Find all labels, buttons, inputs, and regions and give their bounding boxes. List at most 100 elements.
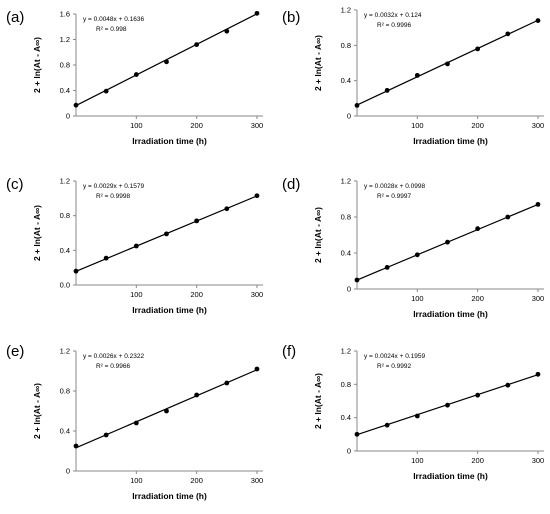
- x-axis-title: Irradiation time (h): [132, 491, 207, 501]
- r-squared: R² = 0.9992: [377, 363, 412, 370]
- chart-panel-a: (a) 0 0.4 0.8 1.2 1.6 100 200 300 Irradiation tim…: [6, 9, 263, 146]
- data-point: [133, 72, 139, 77]
- data-point: [164, 408, 169, 414]
- y-tick-label: 1.2: [341, 177, 351, 186]
- panel-label: (b): [282, 9, 300, 26]
- x-tick-label: 100: [130, 476, 143, 485]
- x-tick-label: 100: [411, 456, 424, 465]
- data-point: [445, 61, 450, 67]
- data-point: [224, 380, 230, 386]
- y-tick-label: 0.4: [60, 246, 70, 255]
- x-tick-label: 100: [411, 294, 424, 303]
- data-point: [505, 382, 511, 388]
- x-axis-title: Irradiation time (h): [413, 309, 488, 319]
- data-point: [354, 277, 360, 283]
- y-tick-label: 1.2: [341, 6, 351, 15]
- data-point: [475, 46, 481, 52]
- data-point: [73, 443, 79, 449]
- y-tick-label: 1.2: [60, 177, 70, 186]
- data-point: [103, 88, 109, 94]
- data-point: [133, 420, 139, 426]
- y-tick-label: 0.4: [60, 427, 70, 436]
- data-point: [414, 413, 420, 419]
- r-squared: R² = 0.998: [96, 26, 127, 33]
- y-tick-label: 0: [347, 112, 351, 121]
- data-point: [224, 206, 230, 212]
- panel-label: (e): [6, 343, 24, 360]
- chart-panel-b: (b) 0 0.4 0.8 1.2 100 200 300 Irradiation time (…: [282, 6, 544, 147]
- data-point: [505, 31, 511, 37]
- r-squared: R² = 0.9966: [96, 363, 131, 370]
- x-tick-label: 200: [190, 476, 203, 485]
- x-tick-label: 100: [130, 290, 143, 299]
- y-tick-label: 0.8: [341, 380, 351, 389]
- data-point: [505, 214, 511, 220]
- y-axis-title: 2 + ln(At - A∞): [313, 207, 323, 263]
- y-axis-title: 2 + ln(At - A∞): [32, 383, 42, 439]
- y-tick-label: 0: [66, 112, 70, 121]
- x-tick-label: 300: [251, 476, 264, 485]
- x-axis-title: Irradiation time (h): [132, 305, 207, 315]
- data-point: [254, 366, 260, 372]
- data-point: [73, 268, 79, 274]
- y-axis-title: 2 + ln(At - A∞): [313, 35, 323, 91]
- chart-panel-c: (c) 0.0 0.4 0.8 1.2 100 200 300 Irradiation time…: [6, 176, 263, 315]
- chart-panel-d: (d) 0 0.4 0.8 1.2 100 200 300 Irradiation time (…: [282, 176, 544, 319]
- y-axis-title: 2 + ln(At - A∞): [32, 37, 42, 93]
- data-point: [133, 243, 139, 249]
- y-axis-title: 2 + ln(At - A∞): [313, 373, 323, 429]
- data-point: [164, 59, 169, 65]
- data-point: [103, 432, 109, 438]
- x-tick-label: 100: [130, 121, 143, 130]
- panel-label: (c): [6, 176, 24, 193]
- data-point: [535, 371, 541, 377]
- data-point: [194, 218, 200, 224]
- data-point: [354, 431, 360, 437]
- y-tick-label: 0.8: [341, 213, 351, 222]
- y-tick-label: 1.2: [60, 347, 70, 356]
- data-point: [73, 102, 79, 108]
- data-point: [384, 265, 390, 270]
- r-squared: R² = 0.9996: [377, 22, 412, 29]
- x-axis-title: Irradiation time (h): [413, 471, 488, 481]
- x-axis-title: Irradiation time (h): [132, 136, 207, 146]
- trendline-equation: y = 0.0026x + 0.2322: [83, 353, 144, 360]
- chart-panel-e: (e) 0 0.4 0.8 1.2 100 200 300 Irradiation time (…: [6, 343, 263, 501]
- y-tick-label: 0.4: [341, 76, 351, 85]
- y-tick-label: 0: [66, 467, 70, 476]
- y-tick-label: 1.2: [341, 347, 351, 356]
- y-tick-label: 0.8: [60, 61, 70, 70]
- x-tick-label: 300: [532, 294, 545, 303]
- trendline-equation: y = 0.0024x + 0.1959: [364, 353, 425, 360]
- r-squared: R² = 0.9997: [377, 193, 412, 200]
- data-point: [445, 239, 450, 245]
- r-squared: R² = 0.9998: [96, 193, 131, 200]
- y-tick-label: 1.2: [60, 35, 70, 44]
- data-point: [164, 231, 169, 237]
- y-tick-label: 0: [347, 285, 351, 294]
- x-tick-label: 200: [471, 456, 484, 465]
- y-axis-title: 2 + ln(At - A∞): [32, 205, 42, 261]
- y-tick-label: 0.8: [60, 211, 70, 220]
- x-tick-label: 200: [190, 121, 203, 130]
- y-tick-label: 0.8: [341, 41, 351, 50]
- y-tick-label: 0: [347, 447, 351, 456]
- y-tick-label: 0.4: [341, 249, 351, 258]
- panel-label: (f): [282, 343, 296, 360]
- data-point: [535, 18, 541, 23]
- y-tick-label: 0.8: [60, 387, 70, 396]
- x-axis-title: Irradiation time (h): [413, 136, 488, 146]
- data-point: [194, 42, 200, 47]
- x-tick-label: 300: [251, 121, 264, 130]
- x-tick-label: 200: [471, 294, 484, 303]
- x-tick-label: 100: [411, 121, 424, 130]
- x-tick-label: 200: [190, 290, 203, 299]
- y-tick-label: 0.4: [60, 86, 70, 95]
- data-point: [475, 392, 481, 398]
- y-tick-label: 1.6: [60, 10, 70, 19]
- trendline-equation: y = 0.0029x + 0.1579: [83, 183, 144, 190]
- y-tick-label: 0.0: [60, 281, 70, 290]
- trendline-equation: y = 0.0028x + 0.0998: [364, 183, 425, 190]
- data-point: [414, 252, 420, 258]
